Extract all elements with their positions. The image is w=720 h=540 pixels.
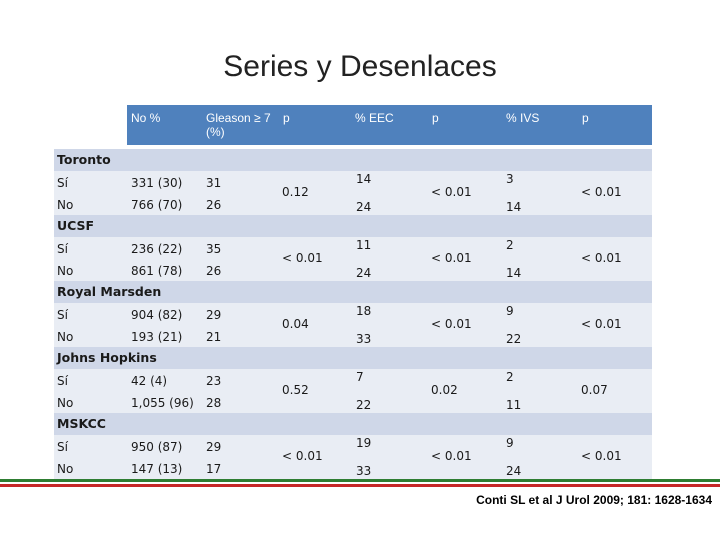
no-pct-value: 766 (70) [131, 198, 183, 212]
no-pct-value: 236 (22) [131, 242, 183, 256]
stripe-green [0, 479, 720, 482]
citation: Conti SL et al J Urol 2009; 181: 1628-16… [476, 493, 712, 507]
p-ivs-value: < 0.01 [581, 251, 622, 265]
rows-band [54, 303, 652, 347]
ivs-value: 24 [506, 464, 522, 478]
gleason-value: 21 [206, 330, 222, 344]
eec-value: 33 [356, 332, 372, 346]
gleason-value: 31 [206, 176, 222, 190]
p-eec-value: < 0.01 [431, 449, 472, 463]
rows-band [54, 435, 652, 479]
gleason-value: 29 [206, 308, 222, 322]
eec-value: 24 [356, 200, 372, 214]
eec-value: 11 [356, 238, 372, 252]
rows-band [54, 369, 652, 413]
group-band [54, 281, 652, 303]
stripe-red [0, 484, 720, 487]
header-eec: % EEC [355, 111, 394, 125]
p-eec-value: < 0.01 [431, 317, 472, 331]
group-name: Johns Hopkins [57, 350, 157, 365]
no-pct-value: 193 (21) [131, 330, 183, 344]
no-pct-value: 331 (30) [131, 176, 183, 190]
gleason-value: 26 [206, 198, 222, 212]
eec-value: 22 [356, 398, 372, 412]
eec-value: 7 [356, 370, 364, 384]
row-label: No [57, 396, 74, 410]
header-no-pct: No % [131, 111, 161, 125]
p-eec-value: < 0.01 [431, 251, 472, 265]
gleason-value: 17 [206, 462, 222, 476]
ivs-value: 14 [506, 200, 522, 214]
group-band [54, 347, 652, 369]
ivs-value: 2 [506, 370, 514, 384]
ivs-value: 2 [506, 238, 514, 252]
p-gleason-value: < 0.01 [282, 449, 323, 463]
ivs-value: 3 [506, 172, 514, 186]
header-p-eec: p [432, 111, 439, 125]
row-label: Sí [57, 374, 68, 388]
eec-value: 14 [356, 172, 372, 186]
no-pct-value: 861 (78) [131, 264, 183, 278]
row-label: Sí [57, 176, 68, 190]
p-gleason-value: 0.52 [282, 383, 309, 397]
ivs-value: 22 [506, 332, 522, 346]
p-eec-value: 0.02 [431, 383, 458, 397]
table-header: No % Gleason ≥ 7 (%) p % EEC p % IVS p [127, 105, 652, 145]
gleason-value: 23 [206, 374, 222, 388]
group-band [54, 149, 652, 171]
p-ivs-value: < 0.01 [581, 449, 622, 463]
p-ivs-value: 0.07 [581, 383, 608, 397]
p-gleason-value: < 0.01 [282, 251, 323, 265]
no-pct-value: 147 (13) [131, 462, 183, 476]
p-eec-value: < 0.01 [431, 185, 472, 199]
row-label: No [57, 462, 74, 476]
p-ivs-value: < 0.01 [581, 317, 622, 331]
row-label: Sí [57, 440, 68, 454]
gleason-value: 26 [206, 264, 222, 278]
gleason-value: 35 [206, 242, 222, 256]
gleason-value: 28 [206, 396, 222, 410]
ivs-value: 11 [506, 398, 522, 412]
p-gleason-value: 0.04 [282, 317, 309, 331]
rows-band [54, 237, 652, 281]
ivs-value: 14 [506, 266, 522, 280]
header-p-ivs: p [582, 111, 589, 125]
eec-value: 19 [356, 436, 372, 450]
no-pct-value: 42 (4) [131, 374, 168, 388]
group-band [54, 215, 652, 237]
row-label: No [57, 330, 74, 344]
no-pct-value: 950 (87) [131, 440, 183, 454]
no-pct-value: 1,055 (96) [131, 396, 194, 410]
p-ivs-value: < 0.01 [581, 185, 622, 199]
no-pct-value: 904 (82) [131, 308, 183, 322]
row-label: Sí [57, 242, 68, 256]
eec-value: 33 [356, 464, 372, 478]
header-p-gleason: p [283, 111, 290, 125]
header-ivs: % IVS [506, 111, 540, 125]
row-label: No [57, 264, 74, 278]
group-name: Toronto [57, 152, 111, 167]
eec-value: 18 [356, 304, 372, 318]
stripe-gap [0, 482, 720, 484]
group-name: UCSF [57, 218, 95, 233]
row-label: Sí [57, 308, 68, 322]
rows-band [54, 171, 652, 215]
group-band [54, 413, 652, 435]
eec-value: 24 [356, 266, 372, 280]
group-name: MSKCC [57, 416, 106, 431]
gleason-value: 29 [206, 440, 222, 454]
header-gleason: Gleason ≥ 7 (%) [206, 111, 271, 139]
ivs-value: 9 [506, 304, 514, 318]
group-name: Royal Marsden [57, 284, 162, 299]
slide-title: Series y Desenlaces [223, 50, 497, 83]
ivs-value: 9 [506, 436, 514, 450]
row-label: No [57, 198, 74, 212]
p-gleason-value: 0.12 [282, 185, 309, 199]
